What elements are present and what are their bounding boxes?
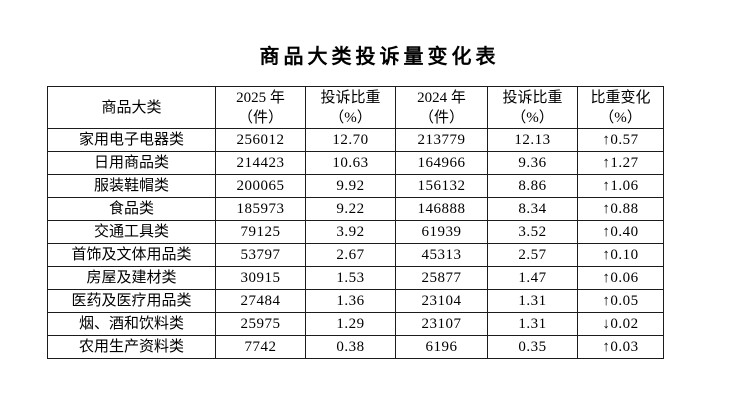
header-change-line1: 比重变化 xyxy=(590,89,651,106)
table-row: 烟、酒和饮料类 25975 1.29 23107 1.31 ↓0.02 xyxy=(47,312,664,336)
cell-share-2025: 1.53 xyxy=(305,266,396,290)
cell-change: ↑0.57 xyxy=(577,128,664,152)
table-body: 家用电子电器类 256012 12.70 213779 12.13 ↑0.57 … xyxy=(47,128,664,359)
cell-category: 房屋及建材类 xyxy=(47,266,216,290)
cell-category: 首饰及文体用品类 xyxy=(47,243,216,267)
cell-share-2025: 3.92 xyxy=(305,220,396,244)
cell-count-2024: 213779 xyxy=(395,128,488,152)
cell-share-2024: 1.31 xyxy=(487,289,578,313)
header-change-line2: （%） xyxy=(599,109,642,126)
cell-count-2024: 146888 xyxy=(395,197,488,221)
header-share-2025-line1: 投诉比重 xyxy=(320,89,381,106)
cell-share-2024: 1.47 xyxy=(487,266,578,290)
header-share-2025-line2: （%） xyxy=(329,109,372,126)
header-change: 比重变化 （%） xyxy=(577,86,664,129)
cell-change: ↑0.10 xyxy=(577,243,664,267)
cell-count-2025: 79125 xyxy=(215,220,306,244)
cell-count-2025: 25975 xyxy=(215,312,306,336)
cell-change: ↑1.27 xyxy=(577,151,664,175)
cell-count-2024: 61939 xyxy=(395,220,488,244)
cell-category: 服装鞋帽类 xyxy=(47,174,216,198)
cell-share-2025: 0.38 xyxy=(305,335,396,359)
cell-count-2024: 23104 xyxy=(395,289,488,313)
cell-category: 家用电子电器类 xyxy=(47,128,216,152)
header-category: 商品大类 xyxy=(47,86,216,129)
header-count-2024: 2024 年 （件） xyxy=(395,86,488,129)
cell-count-2024: 25877 xyxy=(395,266,488,290)
table-header: 商品大类 2025 年 （件） 投诉比重 （%） 2024 年 （件） 投诉比重… xyxy=(47,86,664,129)
cell-category: 烟、酒和饮料类 xyxy=(47,312,216,336)
table-row: 食品类 185973 9.22 146888 8.34 ↑0.88 xyxy=(47,197,664,221)
cell-change: ↑0.03 xyxy=(577,335,664,359)
header-share-2024-line2: （%） xyxy=(511,109,554,126)
cell-count-2025: 200065 xyxy=(215,174,306,198)
cell-share-2025: 9.22 xyxy=(305,197,396,221)
table-row: 房屋及建材类 30915 1.53 25877 1.47 ↑0.06 xyxy=(47,266,664,290)
header-count-2025-line1: 2025 年 xyxy=(236,89,285,106)
cell-share-2025: 10.63 xyxy=(305,151,396,175)
cell-change: ↑0.06 xyxy=(577,266,664,290)
cell-count-2025: 53797 xyxy=(215,243,306,267)
cell-category: 食品类 xyxy=(47,197,216,221)
cell-change: ↑0.88 xyxy=(577,197,664,221)
cell-category: 交通工具类 xyxy=(47,220,216,244)
table-row: 服装鞋帽类 200065 9.92 156132 8.86 ↑1.06 xyxy=(47,174,664,198)
cell-share-2024: 3.52 xyxy=(487,220,578,244)
header-row: 商品大类 2025 年 （件） 投诉比重 （%） 2024 年 （件） 投诉比重… xyxy=(47,86,664,129)
cell-change: ↑0.05 xyxy=(577,289,664,313)
table-row: 交通工具类 79125 3.92 61939 3.52 ↑0.40 xyxy=(47,220,664,244)
cell-share-2024: 8.86 xyxy=(487,174,578,198)
page-title: 商品大类投诉量变化表 xyxy=(259,46,500,68)
cell-share-2025: 1.29 xyxy=(305,312,396,336)
header-count-2024-line1: 2024 年 xyxy=(417,89,466,106)
cell-count-2024: 164966 xyxy=(395,151,488,175)
cell-category: 日用商品类 xyxy=(47,151,216,175)
header-count-2025: 2025 年 （件） xyxy=(215,86,306,129)
cell-count-2025: 256012 xyxy=(215,128,306,152)
cell-count-2024: 6196 xyxy=(395,335,488,359)
cell-share-2024: 1.31 xyxy=(487,312,578,336)
cell-category: 农用生产资料类 xyxy=(47,335,216,359)
cell-share-2024: 2.57 xyxy=(487,243,578,267)
cell-share-2025: 1.36 xyxy=(305,289,396,313)
table-row: 家用电子电器类 256012 12.70 213779 12.13 ↑0.57 xyxy=(47,128,664,152)
table-row: 日用商品类 214423 10.63 164966 9.36 ↑1.27 xyxy=(47,151,664,175)
header-share-2024: 投诉比重 （%） xyxy=(487,86,578,129)
cell-count-2025: 214423 xyxy=(215,151,306,175)
cell-change: ↓0.02 xyxy=(577,312,664,336)
header-count-2024-line2: （件） xyxy=(418,109,464,126)
cell-share-2025: 12.70 xyxy=(305,128,396,152)
cell-category: 医药及医疗用品类 xyxy=(47,289,216,313)
header-count-2025-line2: （件） xyxy=(237,109,283,126)
cell-share-2025: 9.92 xyxy=(305,174,396,198)
cell-change: ↑1.06 xyxy=(577,174,664,198)
table-row: 首饰及文体用品类 53797 2.67 45313 2.57 ↑0.10 xyxy=(47,243,664,267)
cell-share-2024: 12.13 xyxy=(487,128,578,152)
cell-count-2025: 27484 xyxy=(215,289,306,313)
table-row: 农用生产资料类 7742 0.38 6196 0.35 ↑0.03 xyxy=(47,335,664,359)
cell-count-2025: 30915 xyxy=(215,266,306,290)
cell-count-2025: 7742 xyxy=(215,335,306,359)
cell-count-2025: 185973 xyxy=(215,197,306,221)
cell-count-2024: 23107 xyxy=(395,312,488,336)
cell-share-2024: 8.34 xyxy=(487,197,578,221)
cell-share-2024: 0.35 xyxy=(487,335,578,359)
complaints-change-table: 商品大类 2025 年 （件） 投诉比重 （%） 2024 年 （件） 投诉比重… xyxy=(47,86,664,359)
table-row: 医药及医疗用品类 27484 1.36 23104 1.31 ↑0.05 xyxy=(47,289,664,313)
cell-share-2024: 9.36 xyxy=(487,151,578,175)
cell-count-2024: 156132 xyxy=(395,174,488,198)
cell-change: ↑0.40 xyxy=(577,220,664,244)
header-share-2025: 投诉比重 （%） xyxy=(305,86,396,129)
cell-share-2025: 2.67 xyxy=(305,243,396,267)
header-share-2024-line1: 投诉比重 xyxy=(502,89,563,106)
cell-count-2024: 45313 xyxy=(395,243,488,267)
